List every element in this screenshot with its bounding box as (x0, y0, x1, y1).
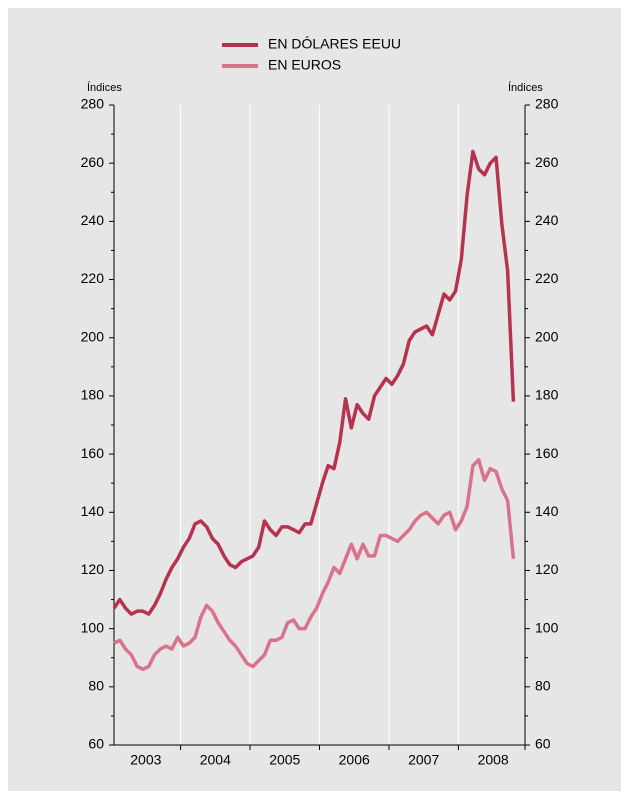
y-tick-label: 140 (81, 503, 105, 519)
y-tick-label: 220 (81, 270, 105, 286)
y-tick-label: 100 (81, 619, 105, 635)
y2-tick-label: 180 (535, 387, 559, 403)
y2-tick-label: 240 (535, 212, 559, 228)
y-tick-label: 260 (81, 154, 105, 170)
x-tick-label: 2008 (478, 752, 509, 768)
x-tick-label: 2007 (408, 752, 439, 768)
y2-tick-label: 200 (535, 328, 559, 344)
y2-tick-label: 280 (535, 96, 559, 112)
y-axis-label: Índices (87, 81, 122, 94)
x-tick-label: 2005 (269, 752, 300, 768)
y-tick-label: 200 (81, 328, 105, 344)
data-line (112, 149, 516, 616)
y2-tick-label: 120 (535, 561, 559, 577)
y2-tick-label: 100 (535, 619, 559, 635)
y-tick-label: 80 (88, 678, 104, 694)
y-tick-label: 60 (88, 736, 104, 752)
data-line (113, 458, 516, 672)
y2-axis-label: Índices (508, 81, 543, 94)
y2-tick-label: 60 (535, 736, 551, 752)
x-tick-label: 2006 (339, 752, 370, 768)
y2-tick-label: 140 (535, 503, 559, 519)
legend-label: EN DÓLARES EEUU (268, 36, 401, 52)
y2-tick-label: 220 (535, 270, 559, 286)
y-tick-label: 280 (81, 96, 105, 112)
legend-label: EN EUROS (268, 57, 341, 73)
chart-background (8, 8, 621, 791)
y-tick-label: 120 (81, 561, 105, 577)
x-tick-label: 2004 (200, 752, 231, 768)
y-tick-label: 160 (81, 445, 105, 461)
y-tick-label: 240 (81, 212, 105, 228)
y2-tick-label: 260 (535, 154, 559, 170)
y2-tick-label: 80 (535, 678, 551, 694)
x-tick-label: 2003 (130, 752, 161, 768)
y-tick-label: 180 (81, 387, 105, 403)
y2-tick-label: 160 (535, 445, 559, 461)
